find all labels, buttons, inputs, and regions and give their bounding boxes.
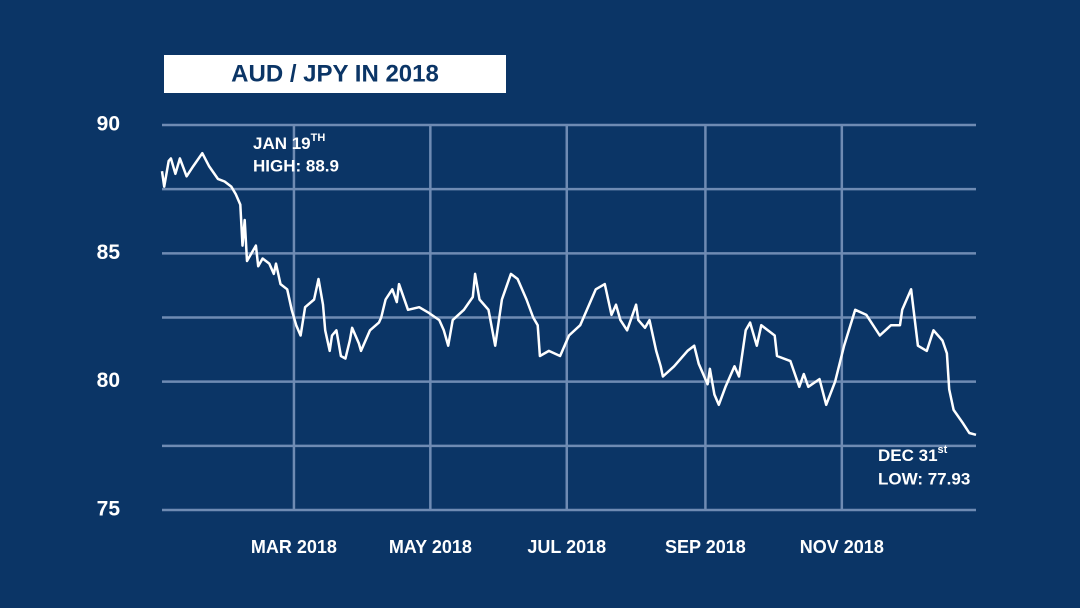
y-tick-label: 75 [97,498,121,521]
annotation: JAN 19TH [253,132,325,154]
annotation-sup: st [938,444,948,456]
price-line [160,151,977,437]
x-tick-label: MAR 2018 [251,537,337,557]
x-tick-label: JUL 2018 [527,537,606,557]
y-tick-label: 90 [97,113,120,136]
y-tick-label: 80 [97,369,120,392]
x-tick-label: SEP 2018 [665,537,746,557]
annotation: LOW: 77.93 [878,469,970,488]
grid [162,123,976,512]
annotation-text: JAN 19 [253,134,311,153]
x-tick-label: NOV 2018 [800,537,884,557]
title-box [164,55,506,93]
annotation-sup: TH [311,132,326,144]
annotation: HIGH: 88.9 [253,156,339,175]
x-tick-label: MAY 2018 [389,537,472,557]
annotation-text: DEC 31 [878,446,938,465]
plot [160,151,977,437]
y-tick-label: 85 [97,241,121,264]
annotation: DEC 31st [878,444,948,466]
chart-title: AUD / JPY IN 2018 [231,60,439,87]
